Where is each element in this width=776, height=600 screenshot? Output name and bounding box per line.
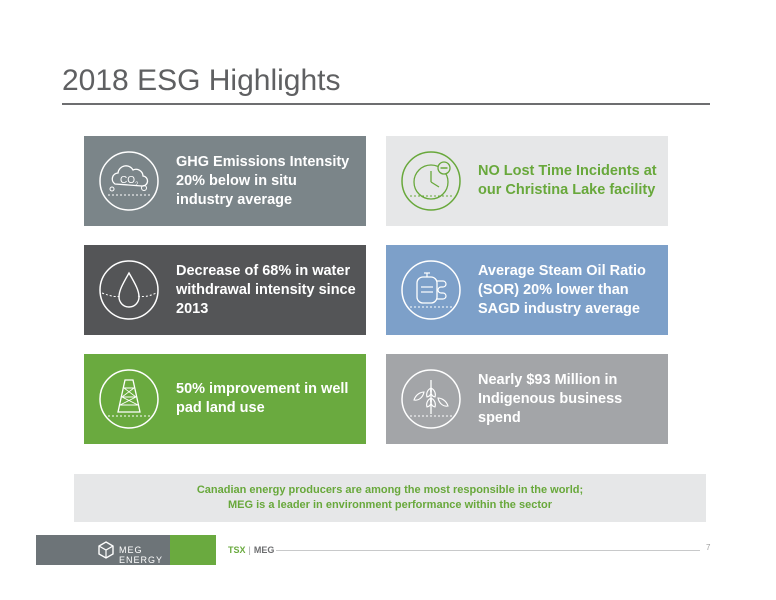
tile-text: Average Steam Oil Ratio (SOR) 20% lower … [478, 262, 646, 317]
symbol-label: MEG [253, 545, 275, 555]
clock-icon [401, 151, 461, 211]
ticker-separator: | [248, 545, 251, 555]
page-number: 7 [706, 543, 711, 552]
boiler-icon [401, 260, 461, 320]
banner-line-1: Canadian energy producers are among the … [196, 484, 584, 496]
lost-time-tile: NO Lost Time Incidents at our Christina … [386, 136, 668, 226]
co2-cloud-icon: CO 2 [99, 151, 159, 211]
svg-text:CO: CO [120, 175, 135, 186]
cube-logo-icon [98, 541, 114, 559]
exchange-label: TSX [228, 545, 246, 555]
ticker-label: TSX | MEG [228, 545, 274, 555]
banner-line-2: MEG is a leader in environment performan… [228, 499, 552, 511]
water-drop-icon [99, 260, 159, 320]
indigenous-spend-tile: Nearly $93 Million in Indigenous busines… [386, 354, 668, 444]
sor-tile: Average Steam Oil Ratio (SOR) 20% lower … [386, 245, 668, 335]
footer-divider [276, 550, 700, 551]
logo-text: MEG ENERGY [119, 545, 164, 565]
ghg-tile: CO 2 GHG Emissions Intensity 20% below i… [84, 136, 366, 226]
page-title: 2018 ESG Highlights [62, 64, 341, 97]
tile-text: 50% improvement in well pad land use [176, 381, 349, 416]
land-use-tile: 50% improvement in well pad land use [84, 354, 366, 444]
sector-banner: Canadian energy producers are among the … [74, 474, 706, 522]
tile-text: Decrease of 68% in water withdrawal inte… [176, 262, 356, 317]
title-divider [62, 103, 710, 105]
tile-text: Nearly $93 Million in Indigenous busines… [478, 371, 623, 426]
water-tile: Decrease of 68% in water withdrawal inte… [84, 245, 366, 335]
derrick-icon [99, 369, 159, 429]
tile-text: GHG Emissions Intensity 20% below in sit… [176, 153, 350, 208]
svg-text:2: 2 [135, 182, 139, 188]
tile-text: NO Lost Time Incidents at our Christina … [478, 163, 657, 198]
plant-icon [401, 369, 461, 429]
company-logo: MEG ENERGY [36, 535, 170, 565]
footer-accent-block [170, 535, 216, 565]
